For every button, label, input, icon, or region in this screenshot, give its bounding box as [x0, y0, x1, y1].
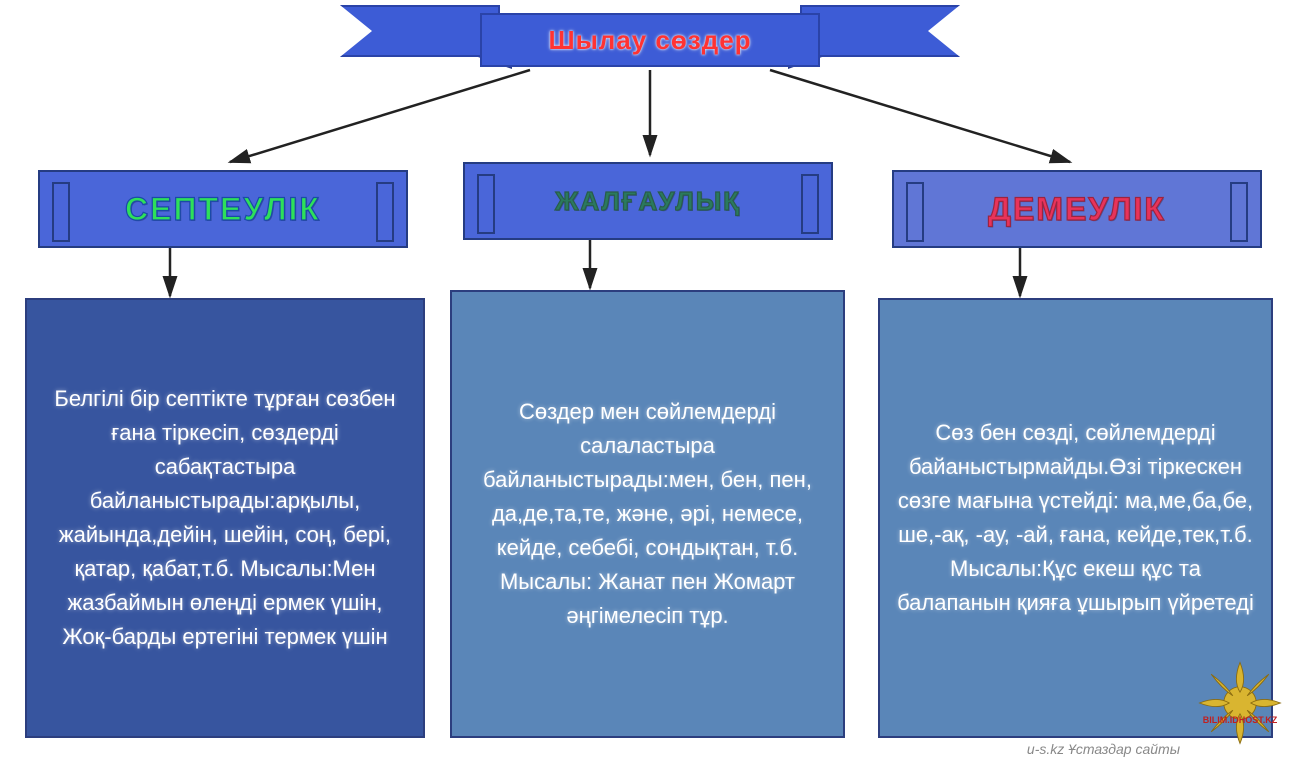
- banner-title: Шылау сөздер: [548, 25, 751, 56]
- watermark-text: u-s.kz Ұстаздар сайты: [1027, 741, 1180, 757]
- column-header-text-1: ЖАЛҒАУЛЫҚ: [555, 186, 741, 217]
- title-banner: Шылау сөздер: [370, 5, 930, 75]
- emblem-text: BILIM.IDHOST.KZ: [1198, 715, 1282, 725]
- ribbon-tail-right: [800, 5, 960, 57]
- column-header-text-0: СЕПТЕУЛІК: [125, 191, 321, 228]
- column-header-2: ДЕМЕУЛІК: [892, 170, 1262, 248]
- banner-center: Шылау сөздер: [480, 13, 820, 67]
- ribbon-tail-left: [340, 5, 500, 57]
- emblem-icon: [1195, 658, 1285, 748]
- content-box-1: Сөздер мен сөйлемдерді салаластыра байла…: [450, 290, 845, 738]
- column-header-text-2: ДЕМЕУЛІК: [988, 191, 1166, 228]
- column-header-0: СЕПТЕУЛІК: [38, 170, 408, 248]
- content-box-0: Белгілі бір септікте тұрған сөзбен ғана …: [25, 298, 425, 738]
- column-header-1: ЖАЛҒАУЛЫҚ: [463, 162, 833, 240]
